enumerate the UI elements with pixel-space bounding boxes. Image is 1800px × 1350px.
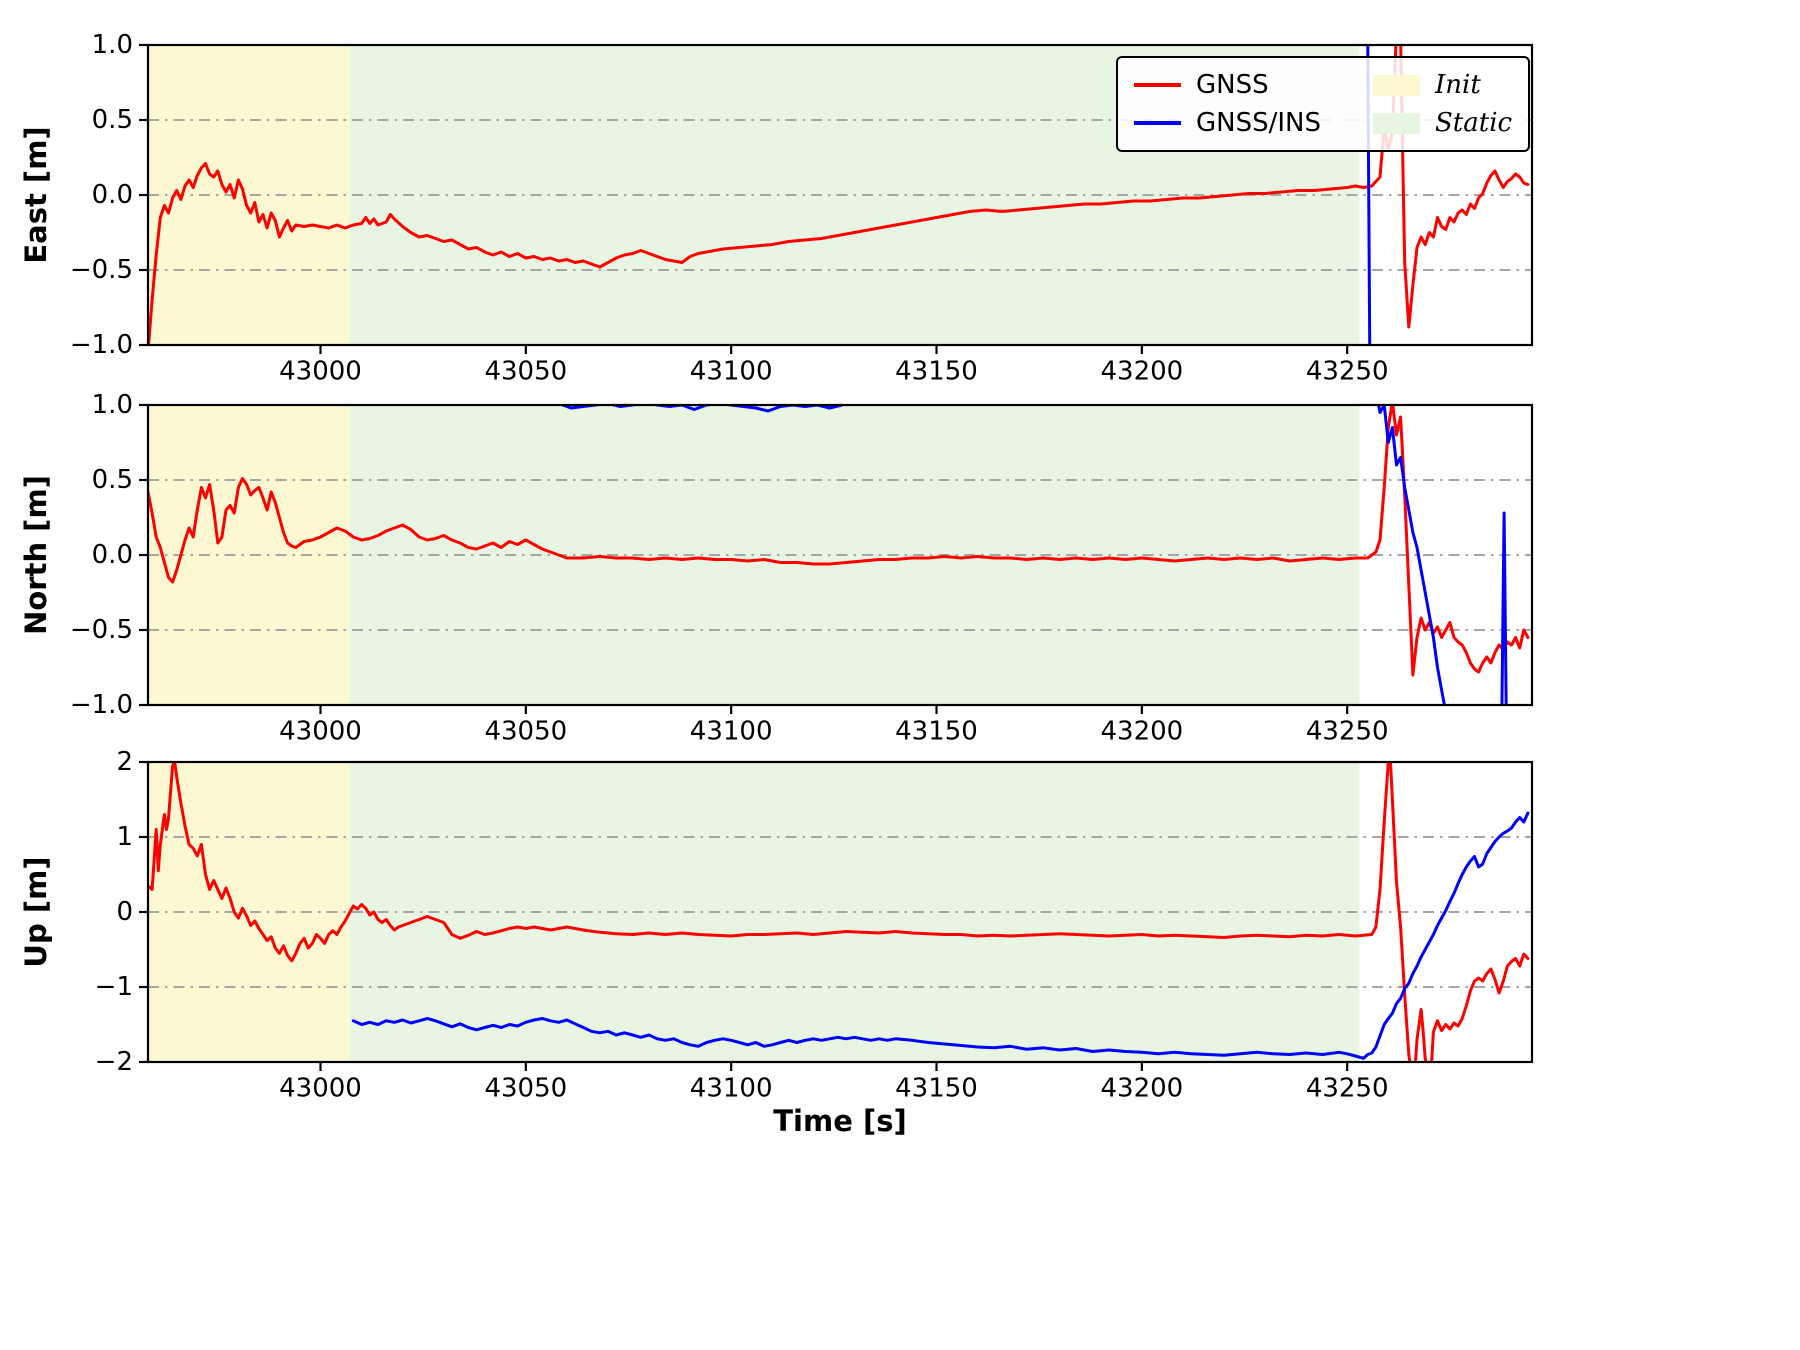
xlabel-time: Time [s] — [773, 1104, 907, 1138]
x-tick-label: 43250 — [1306, 716, 1389, 746]
x-tick-label: 43200 — [1100, 1073, 1183, 1103]
y-tick-label: 1.0 — [92, 30, 133, 60]
y-tick-label: 0.0 — [92, 180, 133, 210]
ylabel-up: Up [m] — [19, 856, 53, 968]
x-tick-label: 43050 — [484, 1073, 567, 1103]
series-gnss — [148, 762, 1530, 1062]
series-gnss — [148, 405, 1530, 677]
series-gnss-ins — [1500, 511, 1508, 705]
legend-label-gnss: GNSS — [1196, 70, 1269, 100]
x-tick-label: 43150 — [895, 356, 978, 386]
ylabel-east: East [m] — [19, 126, 53, 264]
x-tick-label: 43100 — [690, 716, 773, 746]
y-tick-label: 0.5 — [92, 465, 133, 495]
legend-item-gnss: GNSS — [1134, 70, 1321, 100]
series-gnss-ins — [1377, 405, 1446, 705]
x-tick-label: 43050 — [484, 356, 567, 386]
gnss-ins-line-swatch — [1134, 121, 1181, 125]
y-tick-label: −0.5 — [70, 615, 133, 645]
y-tick-label: 0.5 — [92, 105, 133, 135]
legend-item-gnss-ins: GNSS/INS — [1134, 108, 1321, 138]
series-gnss — [148, 45, 1530, 345]
gnss-line-swatch — [1134, 83, 1181, 87]
init-patch-swatch — [1373, 74, 1420, 96]
y-tick-label: 0.0 — [92, 540, 133, 570]
y-tick-label: −1 — [95, 972, 133, 1002]
x-tick-label: 43100 — [690, 1073, 773, 1103]
legend-label-init: Init — [1435, 70, 1481, 100]
y-tick-label: 0 — [116, 897, 133, 927]
x-tick-label: 43250 — [1306, 1073, 1389, 1103]
x-tick-label: 43200 — [1100, 716, 1183, 746]
y-tick-label: 1 — [116, 822, 133, 852]
static-patch-swatch — [1373, 112, 1420, 134]
y-tick-label: 2 — [116, 747, 133, 777]
x-tick-label: 43250 — [1306, 356, 1389, 386]
x-tick-label: 43000 — [279, 356, 362, 386]
x-tick-label: 43000 — [279, 1073, 362, 1103]
x-tick-label: 43150 — [895, 716, 978, 746]
y-tick-label: 1.0 — [92, 390, 133, 420]
legend-item-init: Init — [1373, 70, 1512, 100]
x-tick-label: 43150 — [895, 1073, 978, 1103]
series-gnss-ins — [1366, 45, 1372, 345]
north-subplot: 43000 43050 43100 43150 43200 43250 1.0 0.5 0.0 −… — [70, 390, 1534, 746]
x-tick-label: 43000 — [279, 716, 362, 746]
legend-label-gnss-ins: GNSS/INS — [1196, 108, 1321, 138]
x-tick-label: 43100 — [690, 356, 773, 386]
series-gnss-ins — [560, 405, 844, 413]
y-tick-label: −0.5 — [70, 255, 133, 285]
x-tick-label: 43050 — [484, 716, 567, 746]
legend: GNSS GNSS/INS Init Static — [1116, 56, 1531, 152]
y-tick-label: −1.0 — [70, 330, 133, 360]
ylabel-north: North [m] — [19, 475, 53, 635]
x-tick-label: 43200 — [1100, 356, 1183, 386]
series-gnss-ins — [351, 811, 1530, 1060]
legend-item-static: Static — [1373, 108, 1512, 138]
y-tick-label: −2 — [95, 1047, 133, 1077]
up-subplot: 43000 43050 43100 43150 43200 43250 2 1 0 −1 −2 — [95, 747, 1534, 1103]
legend-label-static: Static — [1435, 108, 1513, 138]
y-tick-label: −1.0 — [70, 690, 133, 720]
